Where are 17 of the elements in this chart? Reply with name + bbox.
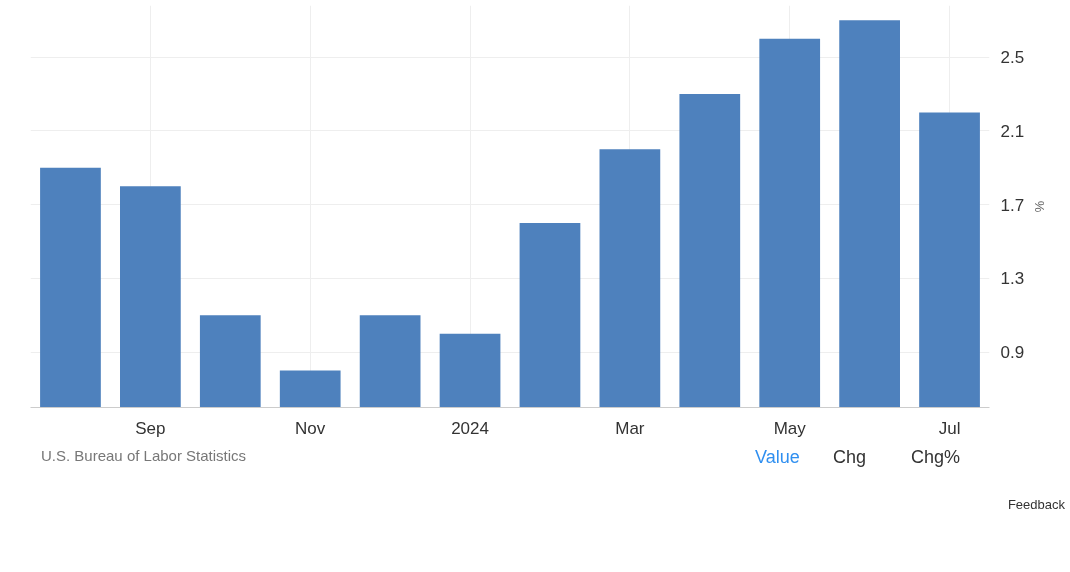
x-tick-label: 2024	[451, 418, 489, 438]
text: U.S. Bureau of Labor Statistics	[41, 446, 247, 466]
y-tick-label: 2.5	[1000, 48, 1025, 68]
x-tick-label: Nov	[295, 418, 326, 438]
y-tick-label: 0.9	[1000, 343, 1025, 363]
text: Chg%	[911, 446, 961, 469]
x-tick-label: Jul	[938, 418, 961, 438]
x-tick-label: May	[773, 418, 807, 438]
y-tick-label: 2.1	[1000, 121, 1025, 141]
x-tick-label: Sep	[135, 418, 166, 438]
y-tick-label: 1.3	[1000, 269, 1025, 289]
text: Feedback	[1007, 495, 1065, 514]
text: Value	[755, 446, 800, 469]
text: Chg	[833, 446, 867, 469]
y-tick-label: 1.7	[1000, 195, 1025, 215]
x-tick-label: Mar	[615, 418, 645, 438]
y-axis-title: %	[1032, 200, 1048, 213]
